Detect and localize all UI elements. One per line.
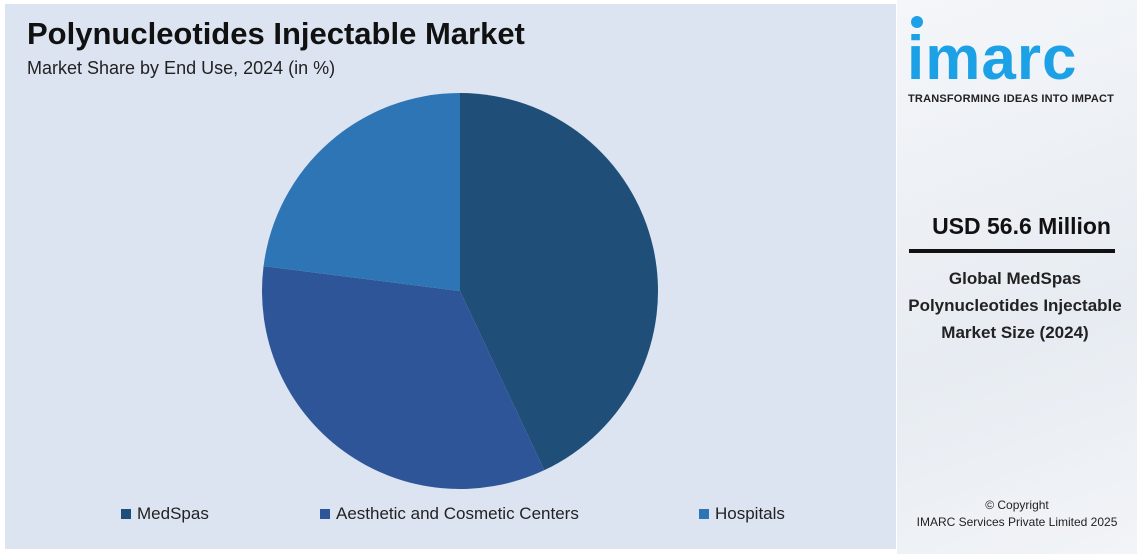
legend-item-aesthetic: Aesthetic and Cosmetic Centers — [320, 504, 579, 524]
chart-subtitle: Market Share by End Use, 2024 (in %) — [27, 58, 336, 78]
imarc-logo: imarc — [907, 24, 1078, 93]
legend-label: Hospitals — [715, 504, 785, 523]
pie-slice-hospitals — [263, 93, 460, 291]
divider — [909, 249, 1115, 253]
pie-chart — [261, 93, 658, 489]
market-value: USD 56.6 Million — [932, 213, 1111, 239]
legend-swatch — [320, 509, 330, 519]
legend-item-medspas: MedSpas — [121, 504, 209, 524]
pie-slice-aesthetic-and-cosmetic-centers — [261, 266, 545, 489]
info-sidebar: imarc TRANSFORMING IDEAS INTO IMPACT USD… — [897, 0, 1137, 554]
copyright: © Copyright IMARC Services Private Limit… — [897, 497, 1137, 531]
logo-tagline: TRANSFORMING IDEAS INTO IMPACT — [908, 93, 1115, 105]
legend-label: Aesthetic and Cosmetic Centers — [336, 504, 579, 523]
market-description: Global MedSpas Polynucleotides Injectabl… — [908, 269, 1122, 342]
chart-panel: Polynucleotides Injectable Market Market… — [5, 4, 896, 549]
legend-swatch — [121, 509, 131, 519]
copyright-company: IMARC Services Private Limited 2025 — [916, 515, 1118, 529]
legend-item-hospitals: Hospitals — [699, 504, 785, 524]
legend-label: MedSpas — [137, 504, 209, 523]
pie-slice-medspas — [460, 93, 658, 471]
copyright-label: © Copyright — [985, 498, 1049, 512]
legend-swatch — [699, 509, 709, 519]
logo-dot — [911, 16, 923, 28]
chart-title: Polynucleotides Injectable Market — [27, 16, 525, 51]
